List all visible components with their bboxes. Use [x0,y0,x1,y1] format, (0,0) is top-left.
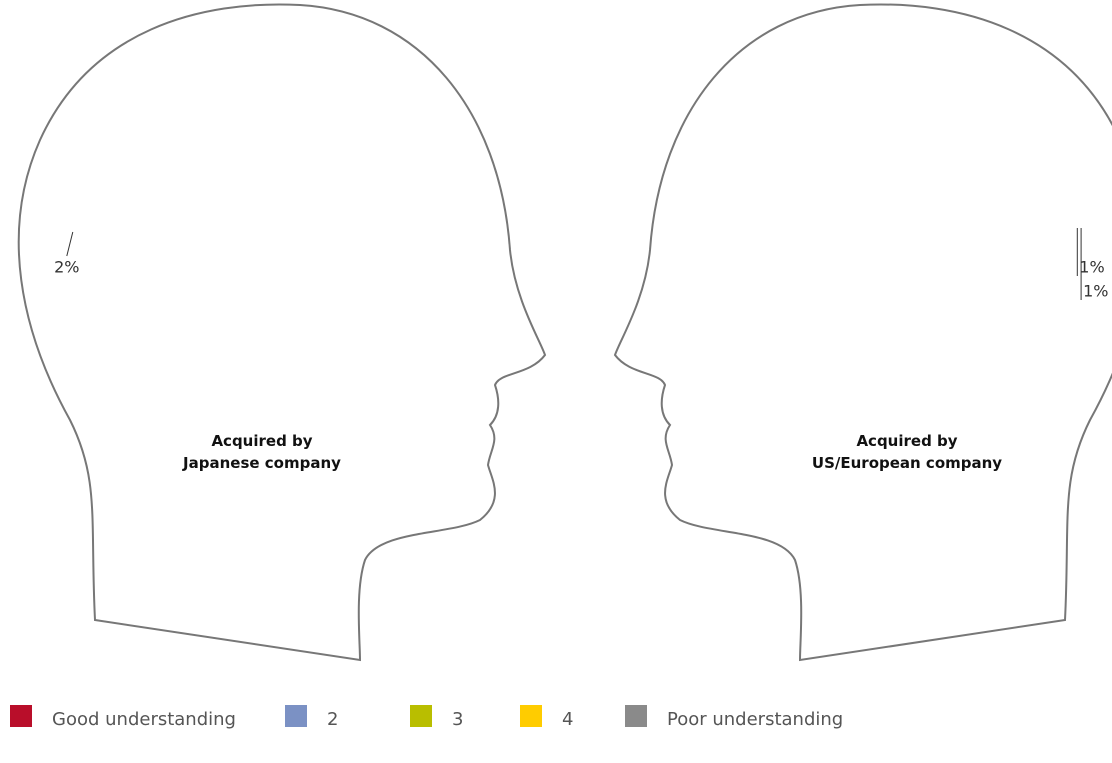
head-outline [17,3,547,662]
legend-swatch [10,705,32,727]
legend-label: 3 [452,709,463,730]
brain-segment [1075,55,1080,377]
legend-swatch [285,705,307,727]
legend-swatch [520,705,542,727]
brain-segment [205,55,355,377]
category-label: Acquired by US/European company [811,432,1003,472]
value-label: 26% [138,180,174,199]
brain-segment [65,55,74,377]
brain-segment [353,55,445,377]
brain-segment [824,55,985,377]
legend-swatch [625,705,647,727]
category-label: Acquired by Japanese company [183,432,341,472]
value-label: 39% [262,180,298,199]
value-label: 1% [1079,258,1104,277]
head-outline [613,3,1112,662]
legend-label: Poor understanding [667,709,843,730]
legend-label: Good understanding [52,709,236,730]
value-label: 9% [77,180,102,199]
brain-segment [72,55,108,377]
brain-segment [1079,55,1083,377]
legend-label: 4 [562,709,573,730]
value-label: 2% [54,258,79,277]
legend-label: 2 [327,709,338,730]
brain-segment [703,55,826,377]
value-label: 42% [887,160,923,179]
legend-swatch [410,705,432,727]
brain-segment [106,55,207,377]
value-label: 24% [1012,160,1048,179]
leader-line [66,231,74,257]
value-label: 1% [1083,282,1108,301]
brain [703,55,1083,377]
value-label: 24% [382,180,418,199]
brain-segment [984,55,1076,377]
value-label: 32% [746,160,782,179]
brain [65,55,445,377]
